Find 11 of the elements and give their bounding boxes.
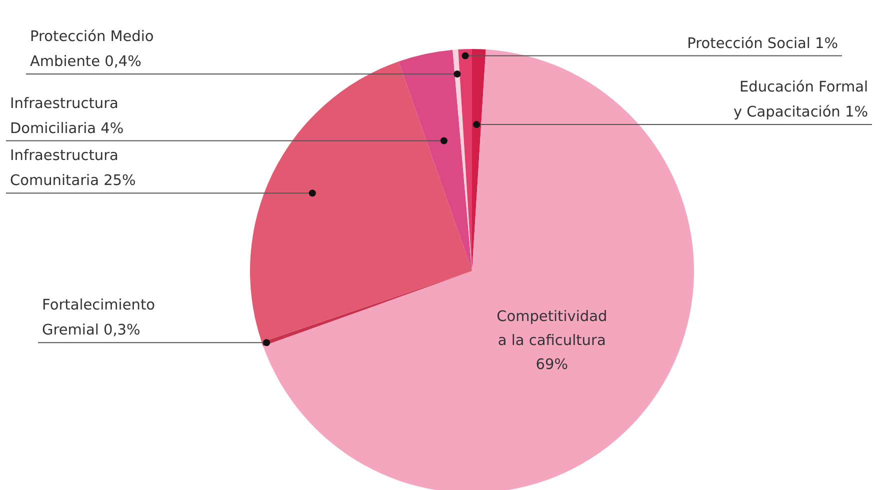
pie-slice	[398, 50, 472, 271]
slice-label: Competitividad a la caficultura	[496, 309, 608, 349]
slice-label: Educación Formal y Capacitación 1%	[733, 80, 868, 121]
slice-label: Protección Social 1%	[687, 36, 838, 52]
slice-label: Protección Medio Ambiente 0,4%	[30, 28, 154, 70]
pie-slice	[250, 61, 472, 342]
pie-slice	[452, 49, 472, 271]
slice-label: Infraestructura Comunitaria 25%	[10, 148, 136, 190]
data-label: 69%	[536, 357, 568, 373]
slice-label: Fortalecimiento Gremial 0,3%	[42, 298, 156, 339]
slice-label: Infraestructura Domiciliaria 4%	[10, 96, 124, 137]
